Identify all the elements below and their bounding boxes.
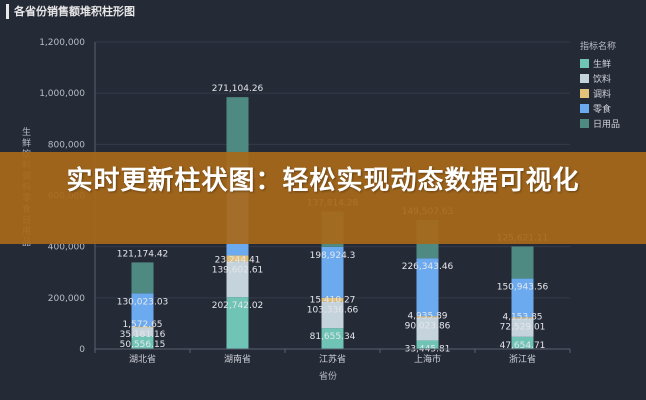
data-label: 1,572.65 (122, 320, 162, 330)
title-accent-bar (6, 4, 9, 19)
data-label: 72,529.01 (500, 322, 546, 332)
y-tick-label: 1,000,000 (39, 89, 85, 99)
y-tick-label: 800,000 (48, 140, 85, 150)
x-tick-label: 浙江省 (509, 353, 536, 365)
data-label: 103,336.66 (307, 306, 359, 316)
x-tick-label: 上海市 (414, 353, 441, 365)
data-label: 90,023.86 (405, 321, 451, 331)
bar-segment (226, 297, 249, 349)
x-tick-label: 湖南省 (224, 353, 251, 365)
bar-segment (416, 258, 439, 317)
chart-title: 各省份销售额堆积柱形图 (14, 5, 135, 18)
data-label: 198,924.3 (310, 251, 356, 261)
data-label: 202,742.02 (212, 301, 264, 311)
data-label: 4,935.89 (407, 311, 447, 321)
bar-segment (511, 246, 534, 279)
bar-segment (131, 327, 154, 337)
x-axis: 湖北省 湖南省 江苏省 上海市 浙江省 (94, 348, 571, 365)
legend-swatch[interactable] (580, 89, 589, 98)
bar-segment (131, 293, 154, 327)
bar-segment (321, 246, 344, 298)
promo-banner: 实时更新柱状图：轻松实现动态数据可视化 (0, 152, 646, 244)
bar-segment (416, 340, 439, 349)
legend-swatch[interactable] (580, 74, 589, 83)
bar-segment (226, 97, 249, 167)
x-axis-label: 省份 (319, 370, 337, 382)
y-tick-label: 0 (79, 345, 85, 355)
bar-segment (416, 316, 439, 318)
data-label: 139,602.61 (212, 265, 264, 275)
x-tick-label: 江苏省 (319, 353, 346, 365)
bar-segment (226, 261, 249, 298)
legend-item-label[interactable]: 生鲜 (593, 58, 611, 70)
banner-headline: 实时更新柱状图：轻松实现动态数据可视化 (66, 166, 580, 196)
bar-segment (131, 326, 154, 328)
legend-item-label[interactable]: 零食 (593, 103, 611, 115)
data-label: 4,153.85 (502, 312, 542, 322)
data-label: 15,410.27 (310, 296, 356, 306)
bar-segment (416, 317, 439, 341)
legend-swatch[interactable] (580, 119, 589, 128)
data-label: 81,655.34 (310, 332, 356, 342)
title-bar: 各省份销售额堆积柱形图 (0, 0, 646, 24)
bar-segment (511, 318, 534, 337)
data-label: 47,654.71 (500, 341, 546, 351)
y-tick-label: 400,000 (48, 243, 85, 253)
bar-segment (321, 301, 344, 329)
data-label: 35,181.16 (120, 330, 166, 340)
data-label: 226,343.46 (402, 262, 454, 272)
legend-item-label[interactable]: 饮料 (593, 73, 611, 85)
data-label: 23,244.41 (215, 255, 261, 265)
legend-swatch[interactable] (580, 59, 589, 68)
data-label: 271,104.26 (212, 84, 264, 94)
bar-segment (131, 262, 154, 294)
bar-segment (511, 336, 534, 349)
data-label: 50,556.15 (120, 340, 166, 350)
legend-swatch[interactable] (580, 104, 589, 113)
y-tick-label: 1,200,000 (39, 38, 85, 48)
bar-segment (321, 328, 344, 349)
data-label: 121,174.42 (117, 249, 169, 259)
legend-item-label[interactable]: 调料 (593, 88, 611, 100)
bar-segment (321, 297, 344, 302)
x-tick-label: 湖北省 (129, 353, 156, 365)
legend-item-label[interactable]: 日用品 (593, 119, 620, 130)
bar-segment (511, 278, 534, 318)
y-tick-label: 200,000 (48, 294, 85, 304)
bar-segment (511, 317, 534, 319)
bar-segment (131, 336, 154, 349)
data-label: 130,023.03 (117, 297, 169, 307)
data-label: 150,943.56 (497, 283, 549, 293)
legend-title: 指标名称 (580, 40, 616, 52)
bar-segment (226, 255, 249, 262)
